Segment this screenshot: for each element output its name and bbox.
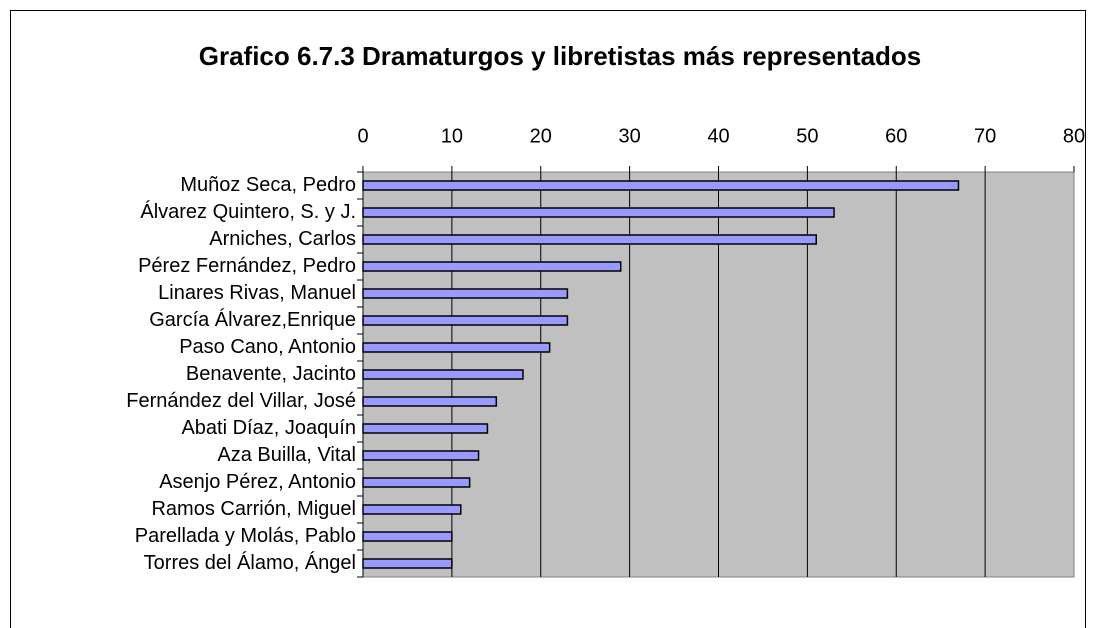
bar bbox=[362, 369, 524, 380]
y-tick-label: Muñoz Seca, Pedro bbox=[180, 174, 356, 196]
x-tick-label: 60 bbox=[885, 125, 907, 147]
x-tick-label: 10 bbox=[441, 125, 463, 147]
y-tick-label: Arniches, Carlos bbox=[209, 228, 356, 250]
x-tick-label: 20 bbox=[530, 125, 552, 147]
y-tick-label: Asenjo Pérez, Antonio bbox=[159, 471, 356, 493]
bar bbox=[362, 423, 489, 434]
bar bbox=[362, 531, 453, 542]
bar bbox=[362, 315, 569, 326]
bar bbox=[362, 477, 471, 488]
y-tick-label: Álvarez Quintero, S. y J. bbox=[140, 200, 356, 223]
bar bbox=[362, 261, 622, 272]
x-tick-label: 80 bbox=[1063, 125, 1085, 147]
y-tick-label: Parellada y Molás, Pablo bbox=[135, 525, 356, 547]
bar bbox=[362, 504, 462, 515]
y-tick-label: Fernández del Villar, José bbox=[126, 390, 356, 412]
x-tick-label: 40 bbox=[707, 125, 729, 147]
bar bbox=[362, 396, 498, 407]
chart-frame bbox=[10, 10, 1086, 628]
y-tick-label: Benavente, Jacinto bbox=[186, 363, 356, 385]
bar bbox=[362, 234, 818, 245]
x-tick-label: 70 bbox=[974, 125, 996, 147]
x-tick-label: 50 bbox=[796, 125, 818, 147]
bar bbox=[362, 558, 453, 569]
y-tick-label: Paso Cano, Antonio bbox=[179, 336, 356, 358]
y-tick-label: Aza Builla, Vital bbox=[217, 444, 356, 466]
y-tick-label: Pérez Fernández, Pedro bbox=[138, 255, 356, 277]
y-tick-label: García Álvarez,Enrique bbox=[149, 308, 356, 331]
bar bbox=[362, 207, 835, 218]
bar bbox=[362, 180, 960, 191]
bar bbox=[362, 342, 551, 353]
bar bbox=[362, 288, 569, 299]
x-tick-label: 30 bbox=[619, 125, 641, 147]
chart-title: Grafico 6.7.3 Dramaturgos y libretistas … bbox=[198, 41, 922, 71]
y-tick-label: Torres del Álamo, Ángel bbox=[144, 551, 356, 574]
y-tick-label: Ramos Carrión, Miguel bbox=[151, 498, 356, 520]
bar bbox=[362, 450, 480, 461]
x-tick-label: 0 bbox=[357, 125, 368, 147]
y-tick-label: Linares Rivas, Manuel bbox=[158, 282, 356, 304]
y-tick-label: Abati Díaz, Joaquín bbox=[181, 417, 356, 439]
